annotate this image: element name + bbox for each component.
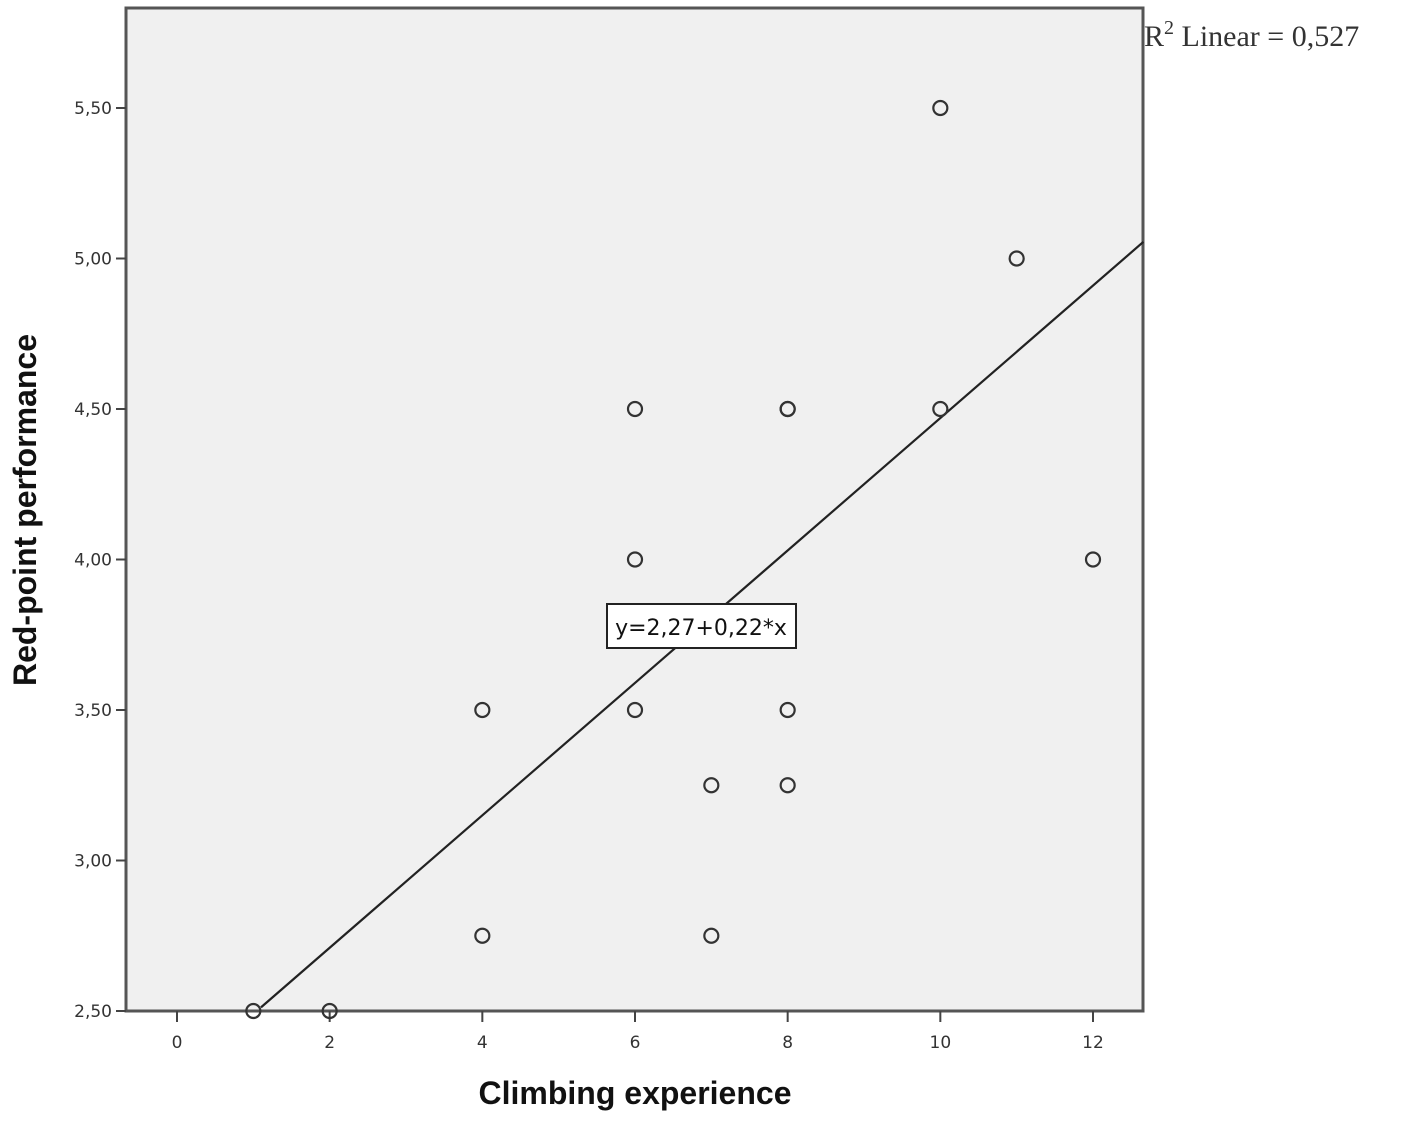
y-tick-label: 4,00 [74, 551, 112, 571]
data-point-marker [626, 551, 644, 568]
data-point-marker [703, 927, 720, 944]
data-point-marker [245, 1002, 262, 1020]
x-tick-label: 12 [1082, 1033, 1104, 1053]
y-tick-label: 3,50 [74, 701, 112, 721]
x-tick-label: 6 [630, 1033, 641, 1053]
x-axis: 0 2 4 6 8 10 12 [172, 1011, 1104, 1053]
data-point-marker [626, 400, 644, 418]
r2-legend: R2 Linear = 0,527 [1144, 17, 1359, 53]
data-point-marker [474, 701, 491, 719]
x-tick-label: 10 [930, 1033, 952, 1053]
data-point-marker [932, 400, 949, 418]
y-tick-label: 5,00 [74, 250, 112, 270]
x-tick-label: 2 [324, 1033, 335, 1053]
x-tick-label: 0 [172, 1033, 183, 1053]
data-point-marker [474, 927, 491, 944]
equation-text: y=2,27+0,22*x [615, 616, 787, 641]
x-axis-title: Climbing experience [479, 1075, 792, 1111]
data-points [245, 99, 1102, 1020]
y-axis-title: Red-point performance [7, 334, 43, 686]
y-tick-label: 4,50 [74, 400, 112, 420]
y-tick-label: 2,50 [74, 1002, 112, 1022]
y-axis: 2,50 3,00 3,50 4,00 4,50 5,00 5,50 [74, 99, 126, 1022]
data-point-marker [321, 1002, 338, 1020]
y-tick-label: 3,00 [74, 852, 112, 872]
equation-label: y=2,27+0,22*x [606, 603, 797, 649]
data-point-marker [1084, 551, 1102, 568]
data-point-marker [1008, 250, 1025, 267]
x-tick-label: 8 [782, 1033, 793, 1053]
data-point-marker [779, 701, 796, 719]
data-point-marker [932, 99, 949, 117]
x-tick-label: 4 [477, 1033, 488, 1053]
data-point-marker [626, 701, 644, 719]
data-point-marker [703, 777, 720, 794]
plot-area [124, 6, 1145, 1013]
data-point-marker [779, 777, 796, 794]
y-tick-label: 5,50 [74, 99, 112, 119]
data-point-marker [779, 400, 796, 418]
